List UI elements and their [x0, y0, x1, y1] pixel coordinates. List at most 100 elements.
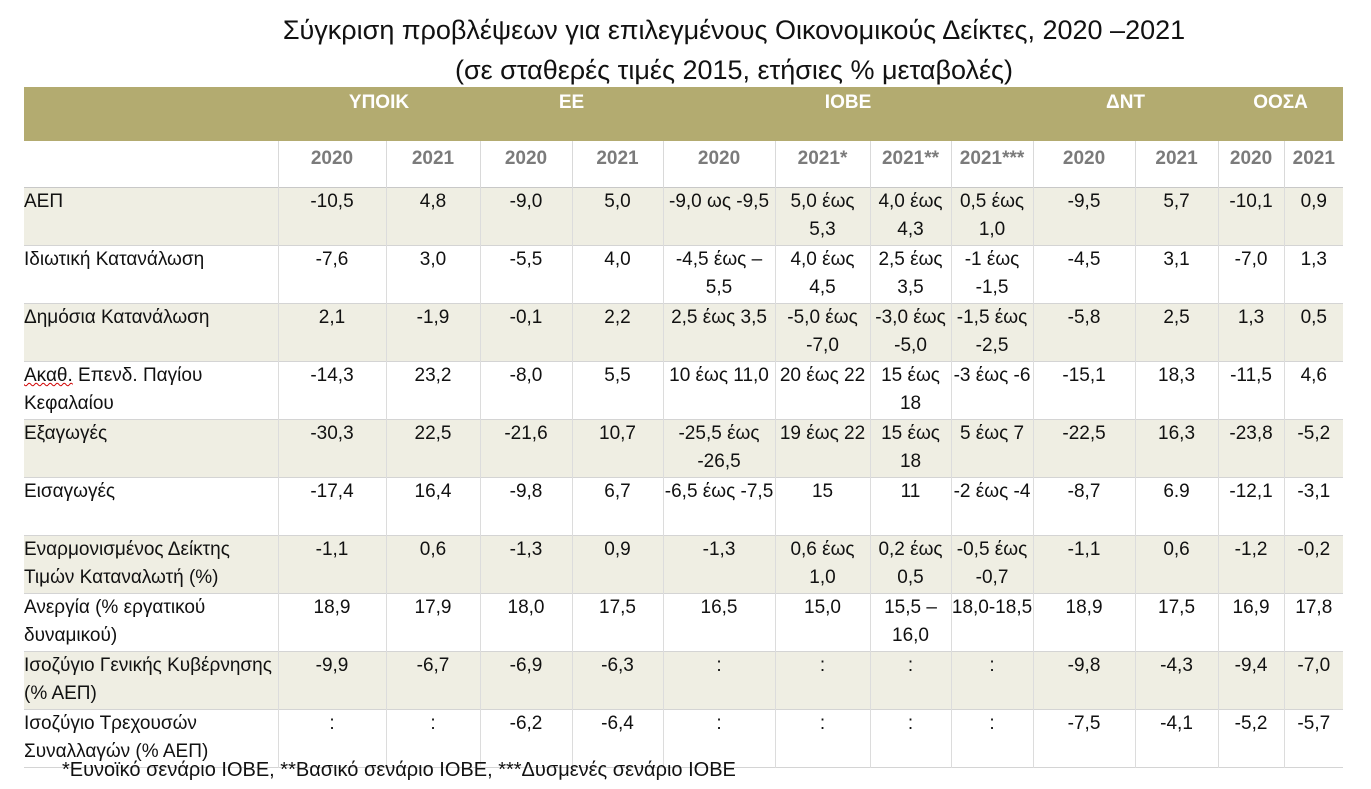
table-cell: -5,7	[1283, 709, 1344, 768]
table-cell: -22,5	[1032, 419, 1136, 478]
footnote: *Ευνοϊκό σενάριο ΙΟΒΕ, **Βασικό σενάριο …	[62, 759, 736, 781]
table-cell: -6,5 έως -7,5	[662, 477, 776, 536]
year-header: 2021**	[869, 141, 952, 188]
table-cell: 16,9	[1217, 593, 1285, 652]
table-cell: 6,7	[571, 477, 664, 536]
table-cell: -1,9	[385, 303, 480, 362]
year-header-blank	[24, 141, 278, 188]
table-cell: -1,1	[277, 535, 386, 594]
table-cell: -3,0 έως -5,0	[869, 303, 952, 362]
year-header: 2021	[385, 141, 480, 188]
row-label: Ακαθ. Επενδ. Παγίου Κεφαλαίου	[24, 362, 278, 420]
year-header: 2020	[277, 141, 386, 188]
table-cell: -1,2	[1217, 535, 1285, 594]
table-cell: 15	[774, 477, 871, 536]
table-cell: 15,5 – 16,0	[869, 593, 952, 652]
table-cell: 3,1	[1134, 245, 1219, 304]
table-row: Ισοζύγιο Τρεχουσών Συναλλαγών (% ΑΕΠ):: -…	[24, 709, 1344, 768]
table-cell: 16,3	[1134, 419, 1219, 478]
table-cell: 17,5	[571, 593, 664, 652]
table-cell: -9,8	[1032, 651, 1136, 710]
table-cell: 10 έως 11,0	[662, 361, 776, 420]
table-cell: 2,1	[277, 303, 386, 362]
table-cell: -5,0 έως -7,0	[774, 303, 871, 362]
table-cell: -4,3	[1134, 651, 1219, 710]
table-cell: 5,7	[1134, 187, 1219, 246]
table-cell: 17,9	[385, 593, 480, 652]
table-cell: :	[277, 709, 386, 768]
year-header: 2020	[1032, 141, 1136, 188]
table-cell: -4,5	[1032, 245, 1136, 304]
table-cell: 20 έως 22	[774, 361, 871, 420]
year-header: 2021	[571, 141, 664, 188]
table-cell: -7,6	[277, 245, 386, 304]
year-header: 2021	[1134, 141, 1219, 188]
table-cell: 17,5	[1134, 593, 1219, 652]
table-cell: 18,9	[277, 593, 386, 652]
table-cell: -9,9	[277, 651, 386, 710]
table-cell: -4,5 έως – 5,5	[662, 245, 776, 304]
table-row: Ανεργία (% εργατικού δυναμικού) 18,9 17,9 1…	[24, 593, 1344, 652]
row-label-part: Ακαθ.	[24, 365, 73, 386]
table-cell: :	[950, 709, 1034, 768]
group-header-oosa: ΟΟΣΑ	[1218, 87, 1344, 141]
table-cell: 5 έως 7	[950, 419, 1034, 478]
group-header-blank	[24, 87, 278, 141]
table-cell: -6,3	[571, 651, 664, 710]
table-cell: 0,6	[1134, 535, 1219, 594]
table-cell: 0,2 έως 0,5	[869, 535, 952, 594]
table-cell: 11	[869, 477, 952, 536]
table-cell: 4,6	[1283, 361, 1344, 420]
table-cell: :	[950, 651, 1034, 710]
table-cell: -1,5 έως -2,5	[950, 303, 1034, 362]
table-cell: -17,4	[277, 477, 386, 536]
group-header-row: ΥΠΟΙΚ ΕΕ ΙΟΒΕ ΔΝΤ ΟΟΣΑ	[24, 87, 1344, 141]
table-cell: 2,5 έως 3,5	[662, 303, 776, 362]
table-cell: -9,4	[1217, 651, 1285, 710]
table-cell: 4,0 έως 4,5	[774, 245, 871, 304]
table-cell: 0,5	[1283, 303, 1344, 362]
table-cell: :	[774, 651, 871, 710]
table-cell: 22,5	[385, 419, 480, 478]
table-cell: 18,3	[1134, 361, 1219, 420]
table-row: ΑΕΠ -10,5 4,8 -9,0 5,0 -9,0 ως -9,5 5,0 έως 5,…	[24, 187, 1344, 246]
table-cell: :	[869, 651, 952, 710]
table-cell: 4,0 έως 4,3	[869, 187, 952, 246]
group-header-iobe: ΙΟΒΕ	[663, 87, 1034, 141]
table-cell: 4,0	[571, 245, 664, 304]
table-cell: 0,5 έως 1,0	[950, 187, 1034, 246]
row-label: Ανεργία (% εργατικού δυναμικού)	[24, 597, 206, 646]
table-title: Σύγκριση προβλέψεων για επιλεγμένους Οικ…	[282, 15, 1186, 45]
table-cell: -12,1	[1217, 477, 1285, 536]
table-cell: -3 έως -6	[950, 361, 1034, 420]
table-cell: 16,4	[385, 477, 480, 536]
table-cell: 5,5	[571, 361, 664, 420]
table-cell: -6,7	[385, 651, 480, 710]
table-cell: 18,9	[1032, 593, 1136, 652]
year-header: 2020	[662, 141, 776, 188]
table-cell: 16,5	[662, 593, 776, 652]
row-label: Ιδιωτική Κατανάλωση	[24, 249, 205, 270]
table-cell: -9,0 ως -9,5	[662, 187, 776, 246]
table-cell: -10,1	[1217, 187, 1285, 246]
table-cell: :	[662, 651, 776, 710]
year-header: 2020	[479, 141, 572, 188]
table-cell: -8,7	[1032, 477, 1136, 536]
table-subtitle: (σε σταθερές τιμές 2015, ετήσιες % μεταβ…	[454, 55, 1014, 85]
row-label: Εναρμονισμένος Δείκτης Τιμών Καταναλωτή …	[24, 535, 278, 594]
table-cell: -9,5	[1032, 187, 1136, 246]
table-cell: -5,8	[1032, 303, 1136, 362]
table-cell: -5,2	[1217, 709, 1285, 768]
table-cell: 2,2	[571, 303, 664, 362]
table-cell: 15 έως 18	[869, 361, 952, 420]
group-header-dnt: ΔΝΤ	[1033, 87, 1219, 141]
table-cell: -10,5	[277, 187, 386, 246]
table-cell: :	[774, 709, 871, 768]
table-cell: -25,5 έως -26,5	[662, 419, 776, 478]
table-cell: 0,9	[571, 535, 664, 594]
table-cell: -5,5	[479, 245, 572, 304]
table-cell: -6,4	[571, 709, 664, 768]
table-row: Εναρμονισμένος Δείκτης Τιμών Καταναλωτή …	[24, 535, 1344, 594]
table-cell: -15,1	[1032, 361, 1136, 420]
table-cell: 17,8	[1283, 593, 1344, 652]
